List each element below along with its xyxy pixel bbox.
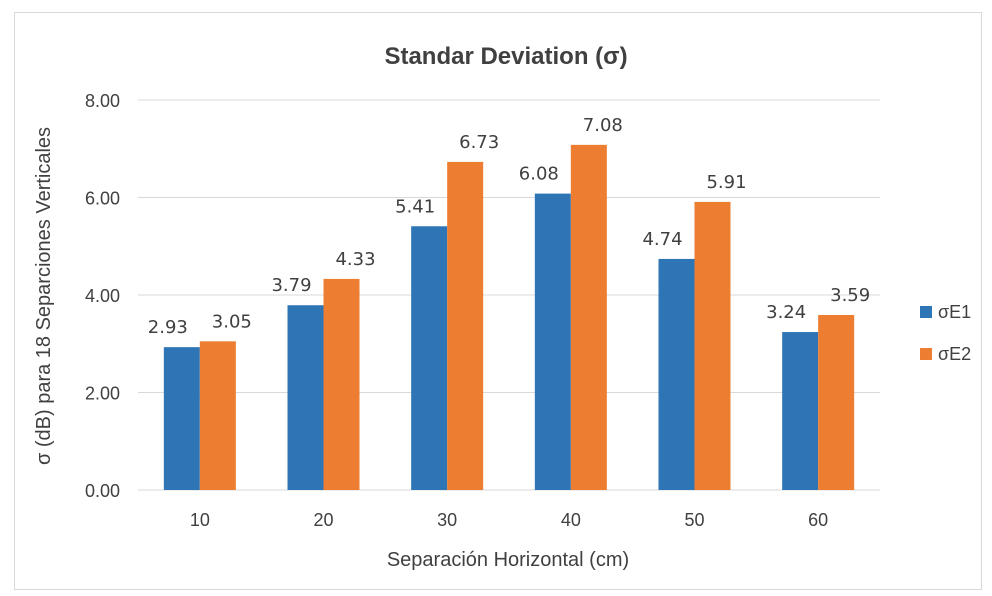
data-label: 3.59: [830, 285, 870, 306]
bars: [163, 144, 855, 490]
bar: [163, 347, 200, 490]
y-tick-label: 4.00: [85, 286, 120, 306]
data-label: 3.05: [212, 311, 252, 332]
x-tick-label: 30: [437, 510, 457, 530]
gridlines: [138, 99, 880, 491]
data-label: 6.08: [519, 164, 559, 185]
x-tick-label: 20: [313, 510, 333, 530]
y-tick-label: 6.00: [85, 189, 120, 209]
data-label: 5.41: [395, 196, 435, 217]
y-tick-labels: 0.00 2.00 4.00 6.00 8.00: [85, 91, 120, 501]
data-label: 2.93: [148, 317, 188, 338]
x-axis-label: Separación Horizontal (cm): [387, 549, 629, 571]
chart-frame: [14, 12, 982, 590]
bar: [694, 201, 731, 490]
data-labels: 2.93 3.05 3.79 4.33 5.41 6.73 6.08 7.08 4.74 5.91…: [148, 115, 870, 338]
bar: [534, 193, 571, 490]
chart-title: Standar Deviation (σ): [384, 43, 627, 70]
y-tick-label: 8.00: [85, 91, 120, 111]
data-label: 3.79: [271, 275, 311, 296]
x-tick-label: 60: [808, 510, 828, 530]
x-tick-label: 10: [190, 510, 210, 530]
bar: [323, 278, 360, 490]
x-tick-labels: 10 20 30 40 50 60: [190, 510, 828, 530]
data-label: 5.91: [706, 172, 746, 193]
data-label: 7.08: [583, 115, 623, 136]
bar: [447, 161, 484, 490]
x-tick-label: 50: [684, 510, 704, 530]
data-label: 4.33: [335, 249, 375, 270]
x-tick-label: 40: [561, 510, 581, 530]
y-tick-label: 2.00: [85, 384, 120, 404]
bar: [570, 144, 607, 490]
bar: [658, 258, 695, 490]
legend-swatch: [920, 348, 932, 360]
y-tick-label: 0.00: [85, 481, 120, 501]
legend: σE1 σE2: [920, 302, 971, 364]
data-label: 4.74: [642, 229, 682, 250]
legend-label: σE1: [938, 302, 971, 322]
legend-label: σE2: [938, 344, 971, 364]
legend-swatch: [920, 306, 932, 318]
y-axis-label: σ (dB) para 18 Separciones Verticales: [33, 127, 55, 465]
bar: [199, 341, 236, 490]
bar: [818, 314, 855, 490]
data-label: 3.24: [766, 302, 806, 323]
data-label: 6.73: [459, 132, 499, 153]
bar: [411, 226, 448, 490]
bar: [287, 305, 324, 490]
bar: [782, 332, 819, 490]
